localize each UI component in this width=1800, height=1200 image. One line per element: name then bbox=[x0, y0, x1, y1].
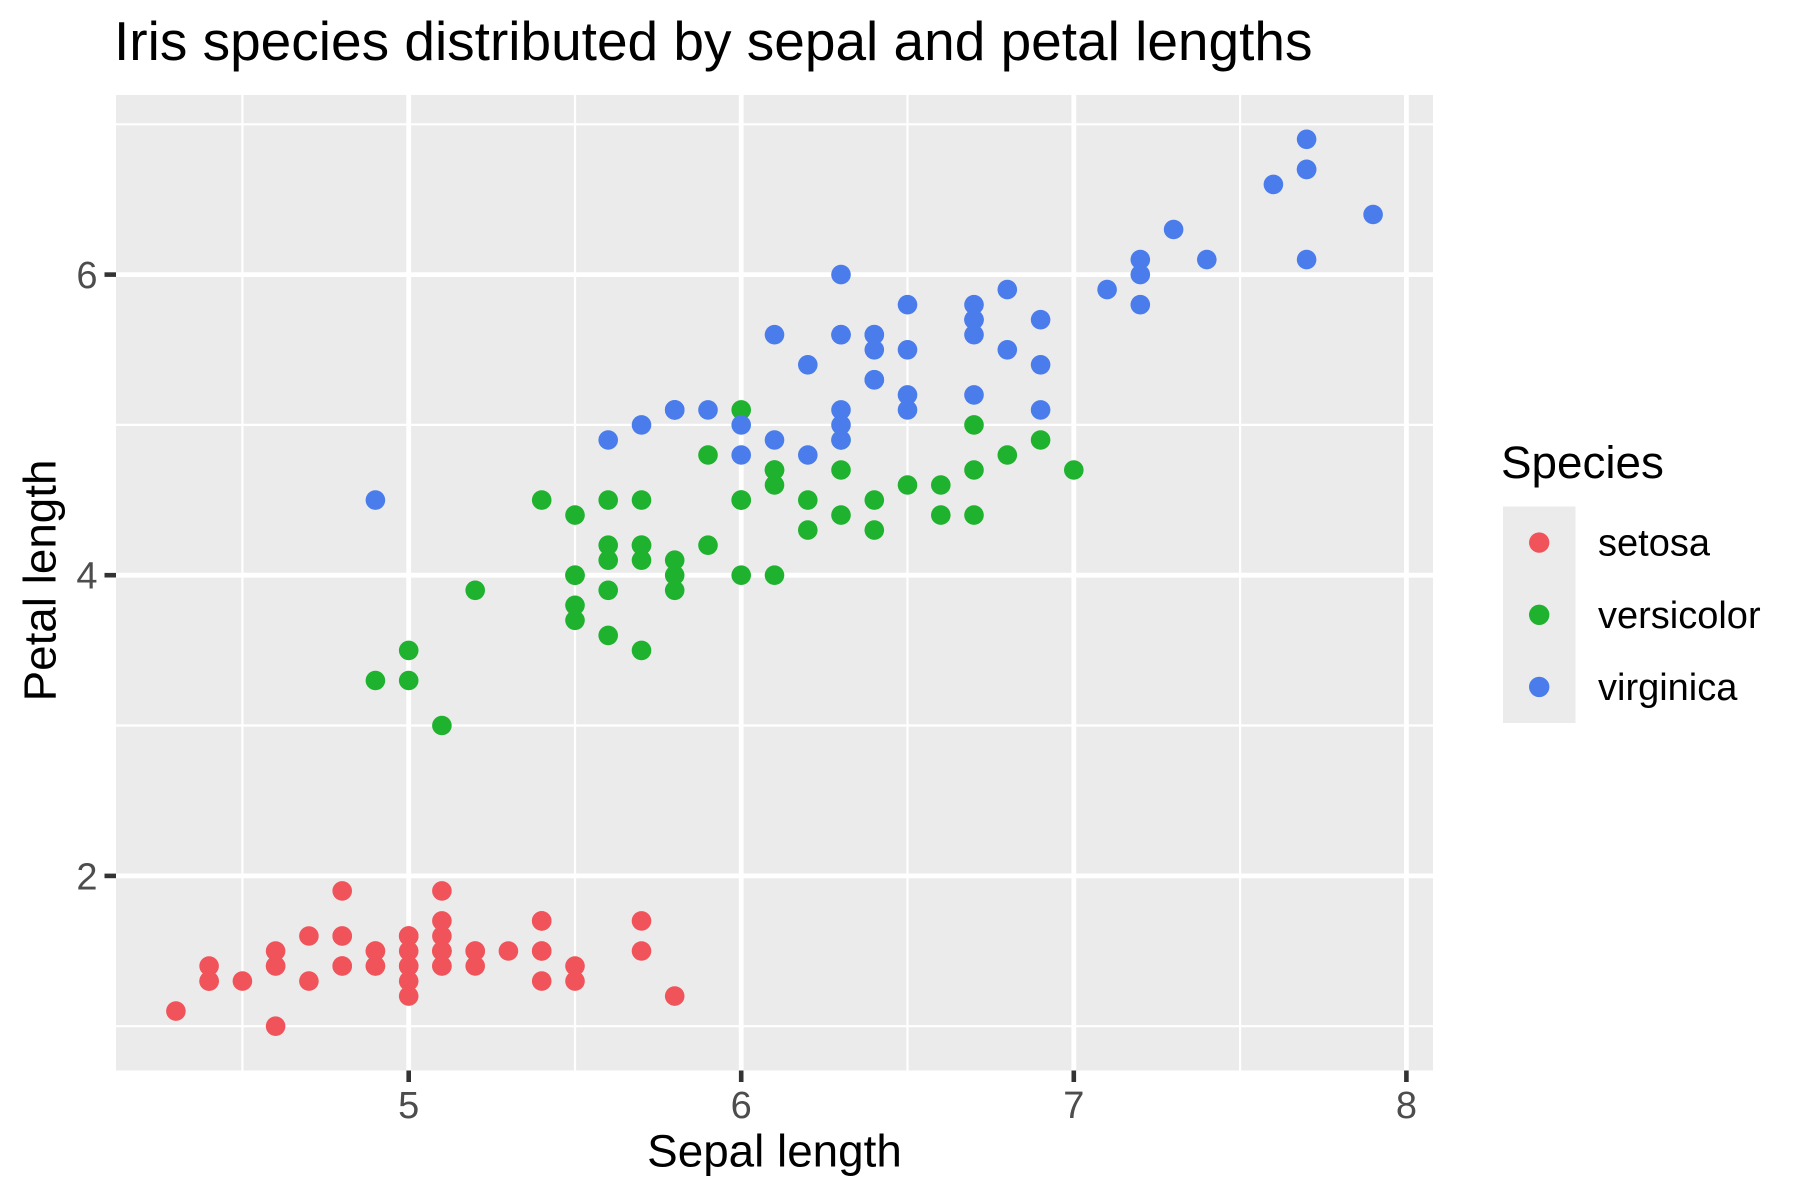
svg-text:5: 5 bbox=[398, 1085, 419, 1127]
svg-text:7: 7 bbox=[1063, 1085, 1084, 1127]
svg-text:6: 6 bbox=[731, 1085, 752, 1127]
svg-text:8: 8 bbox=[1396, 1085, 1417, 1127]
svg-text:Petal length: Petal length bbox=[14, 460, 65, 702]
svg-text:6: 6 bbox=[76, 255, 97, 297]
svg-text:setosa: setosa bbox=[1598, 523, 1711, 565]
svg-text:Species: Species bbox=[1501, 437, 1664, 488]
svg-text:4: 4 bbox=[76, 556, 97, 598]
svg-text:Iris species distributed by se: Iris species distributed by sepal and pe… bbox=[114, 10, 1312, 72]
svg-text:versicolor: versicolor bbox=[1598, 595, 1761, 637]
svg-text:Sepal length: Sepal length bbox=[647, 1126, 902, 1177]
svg-text:virginica: virginica bbox=[1598, 667, 1738, 709]
svg-text:2: 2 bbox=[76, 856, 97, 898]
